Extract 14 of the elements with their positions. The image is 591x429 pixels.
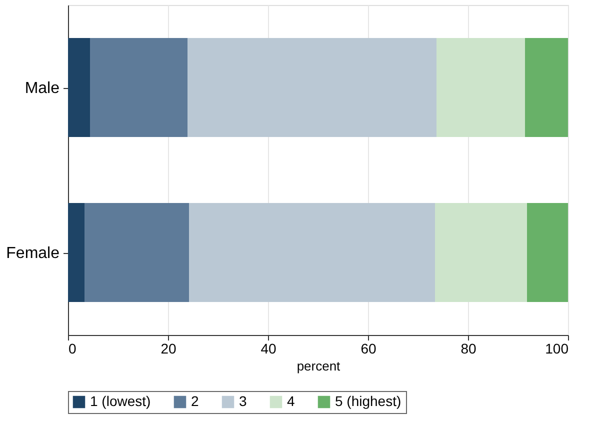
legend-label: 5 (highest) xyxy=(335,393,402,409)
legend-label: 4 xyxy=(287,393,295,409)
legend-label: 1 (lowest) xyxy=(90,393,151,409)
y-tick-label: Male xyxy=(24,80,60,97)
legend-label: 2 xyxy=(191,393,199,409)
y-tick-label: Female xyxy=(6,245,60,262)
x-tick-label: 40 xyxy=(260,340,276,356)
x-axis-title: percent xyxy=(296,358,341,374)
x-tick-label: 20 xyxy=(160,340,176,356)
x-tick-label: 100 xyxy=(545,340,569,356)
x-tick-label: 0 xyxy=(68,340,76,356)
legend-label: 3 xyxy=(239,393,247,409)
x-tick-label: 80 xyxy=(460,340,476,356)
x-tick-label: 60 xyxy=(360,340,376,356)
